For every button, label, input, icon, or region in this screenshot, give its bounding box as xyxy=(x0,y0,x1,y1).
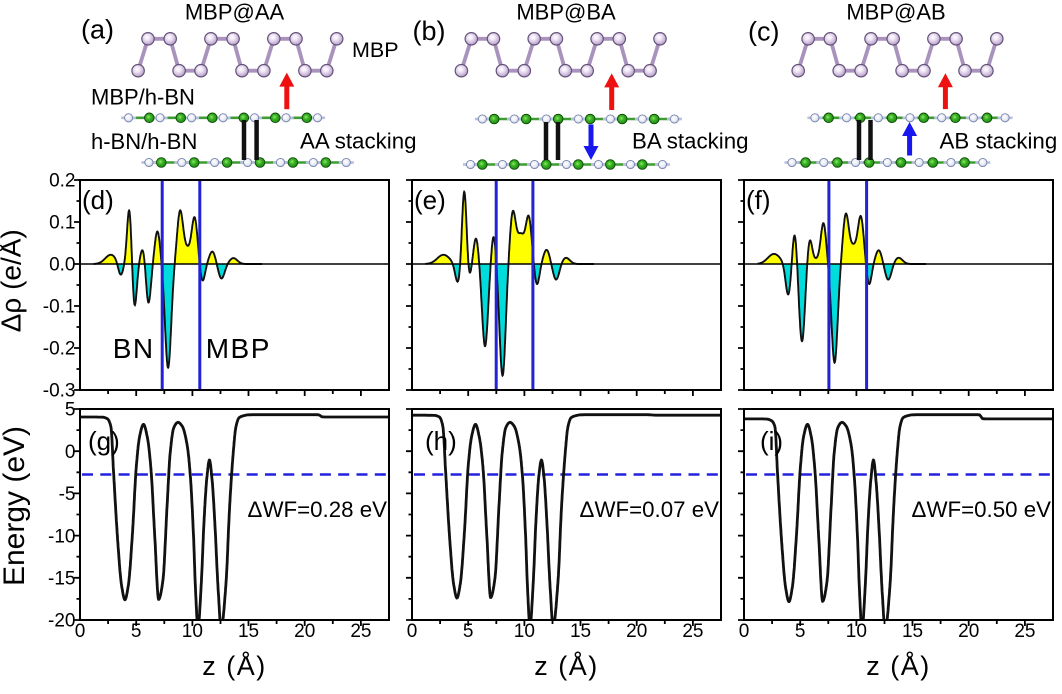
svg-text:z (Å): z (Å) xyxy=(202,650,267,681)
svg-text:5: 5 xyxy=(795,621,806,642)
svg-text:0.1: 0.1 xyxy=(49,213,75,234)
svg-text:Energy (eV): Energy (eV) xyxy=(0,426,31,586)
svg-text:-5: -5 xyxy=(59,484,76,505)
svg-text:20: 20 xyxy=(294,621,315,642)
svg-text:15: 15 xyxy=(570,621,591,642)
svg-text:25: 25 xyxy=(350,621,371,642)
svg-text:20: 20 xyxy=(958,621,979,642)
svg-text:MBP: MBP xyxy=(352,38,399,62)
svg-text:Δρ (e/Å): Δρ (e/Å) xyxy=(0,229,27,332)
svg-text:MBP@AA: MBP@AA xyxy=(185,0,285,25)
svg-text:-0.1: -0.1 xyxy=(43,297,76,318)
svg-text:(g): (g) xyxy=(88,426,120,456)
svg-text:5: 5 xyxy=(463,621,474,642)
svg-text:25: 25 xyxy=(682,621,703,642)
svg-text:5: 5 xyxy=(131,621,142,642)
svg-text:0.0: 0.0 xyxy=(49,255,75,276)
svg-text:(e): (e) xyxy=(414,185,446,215)
svg-text:(c): (c) xyxy=(748,17,779,47)
svg-text:-20: -20 xyxy=(48,611,75,632)
svg-text:z (Å): z (Å) xyxy=(534,650,599,681)
svg-text:AB stacking: AB stacking xyxy=(940,129,1058,154)
svg-text:BA stacking: BA stacking xyxy=(632,129,749,154)
svg-text:z (Å): z (Å) xyxy=(866,650,931,681)
svg-text:h-BN/h-BN: h-BN/h-BN xyxy=(91,129,197,154)
svg-text:5: 5 xyxy=(65,400,76,421)
svg-text:0: 0 xyxy=(739,621,750,642)
svg-text:-15: -15 xyxy=(48,569,75,590)
svg-text:MBP/h-BN: MBP/h-BN xyxy=(91,85,195,110)
svg-text:0: 0 xyxy=(75,621,86,642)
svg-text:10: 10 xyxy=(514,621,535,642)
svg-text:10: 10 xyxy=(182,621,203,642)
svg-text:(a): (a) xyxy=(81,15,114,45)
svg-text:(i): (i) xyxy=(760,426,783,456)
svg-text:MBP@BA: MBP@BA xyxy=(516,0,616,25)
svg-text:0: 0 xyxy=(65,442,76,463)
svg-text:(h): (h) xyxy=(425,426,457,456)
svg-text:25: 25 xyxy=(1014,621,1035,642)
svg-text:MBP@AB: MBP@AB xyxy=(846,0,945,25)
svg-text:-10: -10 xyxy=(48,526,75,547)
svg-text:ΔWF=0.50 eV: ΔWF=0.50 eV xyxy=(912,497,1052,522)
svg-text:ΔWF=0.28 eV: ΔWF=0.28 eV xyxy=(248,497,388,522)
svg-text:(f): (f) xyxy=(746,185,771,215)
svg-text:BN: BN xyxy=(113,333,155,364)
svg-text:(b): (b) xyxy=(413,16,446,46)
svg-text:20: 20 xyxy=(626,621,647,642)
svg-text:(d): (d) xyxy=(82,185,114,215)
svg-text:15: 15 xyxy=(238,621,259,642)
svg-text:MBP: MBP xyxy=(206,333,271,364)
svg-text:ΔWF=0.07 eV: ΔWF=0.07 eV xyxy=(580,497,720,522)
svg-text:0.2: 0.2 xyxy=(49,171,75,192)
svg-text:-0.2: -0.2 xyxy=(43,339,76,360)
svg-text:-0.3: -0.3 xyxy=(43,381,76,402)
svg-text:0: 0 xyxy=(407,621,418,642)
svg-text:AA stacking: AA stacking xyxy=(300,129,417,154)
svg-text:10: 10 xyxy=(846,621,867,642)
svg-text:15: 15 xyxy=(902,621,923,642)
